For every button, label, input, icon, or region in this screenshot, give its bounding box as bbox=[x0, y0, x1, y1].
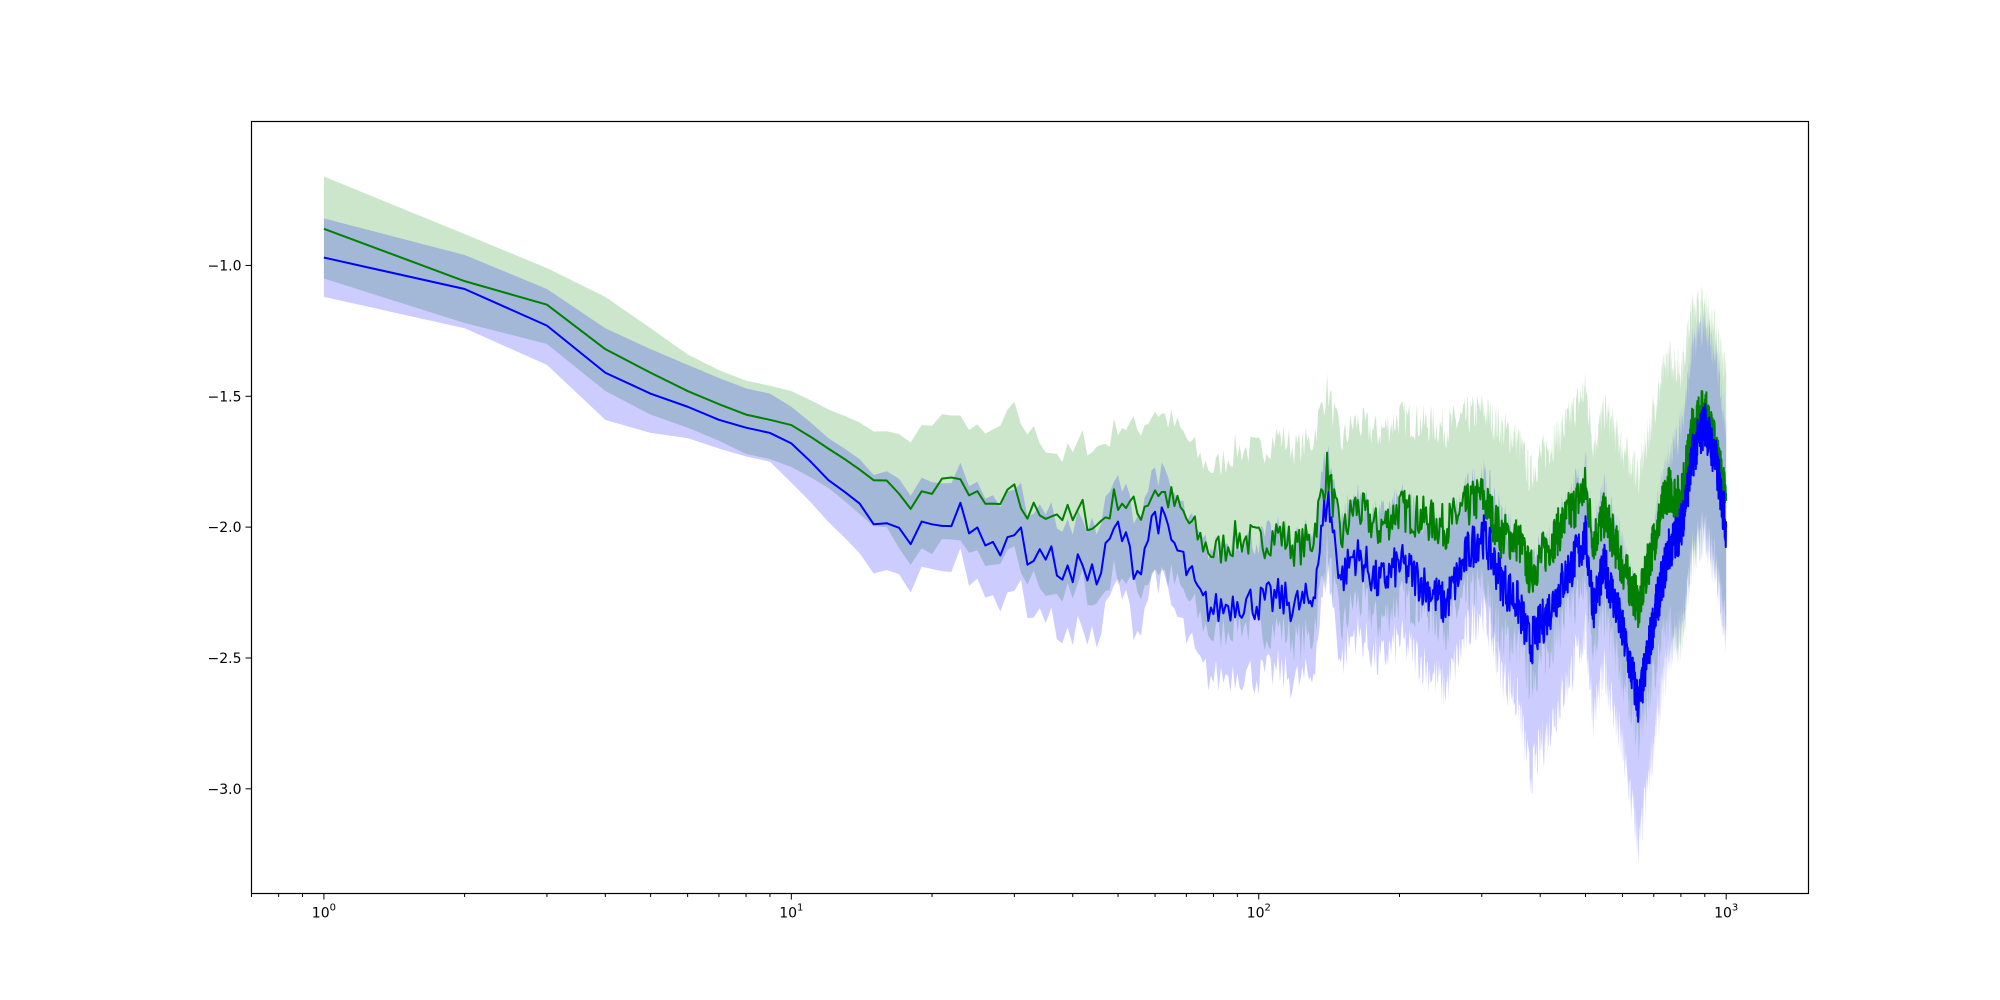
x-axis: 100 101 102 103 bbox=[251, 893, 1738, 922]
series-2-line bbox=[323, 256, 1728, 723]
y-tick-label: −2.5 bbox=[208, 651, 242, 667]
y-tick-label: −2.0 bbox=[208, 520, 242, 536]
x-tick-label: 102 bbox=[1247, 903, 1271, 922]
axes-frame bbox=[250, 120, 1810, 895]
x-tick-label: 103 bbox=[1714, 903, 1738, 922]
series-2-band bbox=[323, 218, 1727, 865]
y-tick-label: −1.0 bbox=[208, 258, 242, 274]
y-tick-label: −1.5 bbox=[208, 389, 242, 405]
x-tick-label: 100 bbox=[312, 903, 336, 922]
series-1-band bbox=[323, 176, 1727, 760]
y-tick-label: −3.0 bbox=[208, 782, 242, 798]
x-tick-label: 101 bbox=[779, 903, 803, 922]
plot-area bbox=[323, 176, 1728, 865]
y-axis: −1.0 −1.5 −2.0 −2.5 −3.0 bbox=[208, 258, 252, 798]
